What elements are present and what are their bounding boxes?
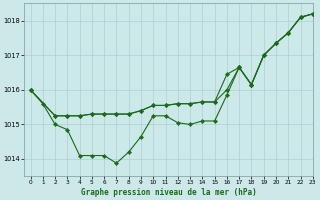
X-axis label: Graphe pression niveau de la mer (hPa): Graphe pression niveau de la mer (hPa): [81, 188, 256, 197]
